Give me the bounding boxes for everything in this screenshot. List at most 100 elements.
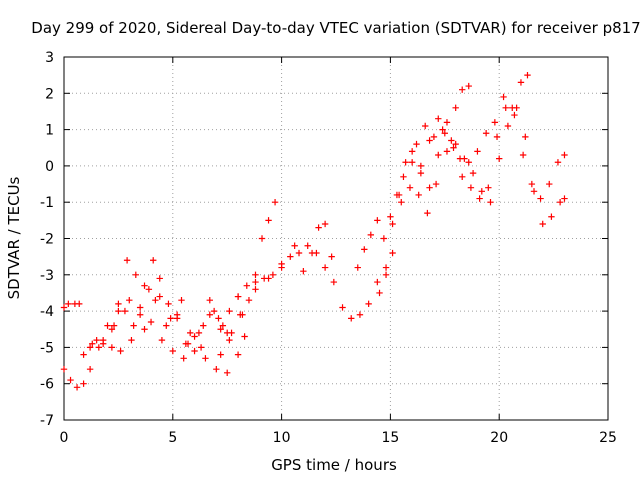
x-tick-label: 25 — [599, 430, 617, 446]
data-point — [432, 180, 440, 188]
data-point — [200, 322, 207, 329]
data-point — [126, 297, 133, 304]
data-point — [556, 199, 564, 206]
data-point — [465, 159, 472, 166]
series-track-11 — [398, 104, 568, 217]
data-point — [228, 329, 235, 337]
data-point — [365, 300, 372, 308]
data-point — [485, 184, 492, 191]
data-point — [406, 184, 414, 191]
data-point — [252, 286, 259, 293]
data-point — [500, 93, 507, 101]
data-point — [487, 199, 494, 206]
data-point — [80, 351, 87, 358]
data-point — [374, 217, 381, 224]
y-tick-label: 3 — [45, 50, 54, 66]
data-point — [448, 137, 455, 144]
data-point — [304, 242, 311, 249]
data-point — [424, 209, 431, 217]
data-point — [548, 213, 555, 220]
series-track-7 — [239, 220, 335, 318]
data-point — [147, 318, 155, 326]
data-point — [217, 326, 224, 333]
data-point — [110, 322, 118, 329]
data-point — [115, 307, 122, 315]
data-point — [241, 333, 248, 340]
y-tick-label: 1 — [45, 123, 54, 139]
data-point — [60, 304, 68, 311]
series-track-10 — [413, 71, 531, 166]
data-point — [234, 293, 242, 300]
data-point — [539, 220, 546, 228]
data-point — [517, 79, 525, 86]
data-point — [430, 133, 438, 141]
data-point — [130, 322, 137, 329]
data-point — [163, 322, 170, 329]
data-point — [213, 365, 220, 373]
y-axis-label: SDTVAR / TECUs — [5, 176, 23, 299]
data-point — [361, 246, 368, 253]
data-points — [60, 71, 568, 391]
data-point — [315, 224, 322, 231]
data-point — [321, 220, 329, 228]
data-point — [450, 144, 457, 151]
series-track-4 — [86, 286, 231, 355]
data-point — [459, 86, 466, 93]
x-tick-label: 15 — [381, 430, 399, 446]
data-point — [252, 271, 259, 278]
data-point — [354, 264, 361, 271]
data-point — [356, 311, 364, 318]
data-point — [99, 336, 107, 344]
data-point — [511, 111, 518, 119]
data-point — [408, 148, 416, 155]
data-point — [265, 217, 272, 224]
data-point — [202, 355, 209, 362]
data-point — [278, 260, 285, 268]
data-point — [380, 235, 388, 242]
data-point — [459, 173, 466, 180]
data-point — [132, 271, 140, 278]
x-tick-label: 0 — [60, 430, 69, 446]
data-point — [117, 347, 124, 355]
data-point — [395, 191, 403, 199]
data-point — [234, 351, 242, 358]
data-point — [73, 384, 81, 391]
data-point — [426, 137, 433, 144]
data-point — [417, 169, 425, 177]
data-point — [465, 82, 472, 90]
data-point — [86, 365, 94, 373]
series-track-2 — [60, 297, 248, 391]
data-point — [169, 347, 176, 355]
data-point — [546, 180, 553, 188]
data-point — [528, 180, 536, 188]
data-point — [504, 122, 512, 130]
data-point — [197, 344, 205, 351]
data-point — [123, 257, 131, 264]
data-point — [509, 104, 516, 112]
data-point — [530, 188, 538, 195]
y-tick-label: -5 — [40, 340, 54, 356]
data-point — [80, 380, 87, 387]
data-point — [519, 151, 527, 159]
data-point — [476, 195, 483, 202]
data-point — [496, 155, 503, 162]
y-tick-label: -6 — [40, 377, 54, 393]
data-point — [408, 159, 416, 166]
data-point — [493, 133, 501, 141]
data-point — [269, 271, 277, 278]
data-point — [443, 148, 451, 155]
data-point — [165, 300, 172, 308]
data-point — [136, 311, 144, 318]
data-point — [243, 282, 250, 289]
data-point — [93, 336, 100, 344]
series-track-6 — [217, 242, 396, 358]
data-point — [86, 344, 94, 351]
data-point — [121, 307, 129, 315]
series-track-5 — [108, 199, 279, 347]
data-point — [115, 300, 122, 308]
data-point — [226, 307, 233, 315]
y-tick-label: 0 — [45, 159, 54, 175]
data-point — [180, 355, 187, 362]
data-point — [258, 235, 266, 242]
y-tick-label: -4 — [40, 304, 54, 320]
